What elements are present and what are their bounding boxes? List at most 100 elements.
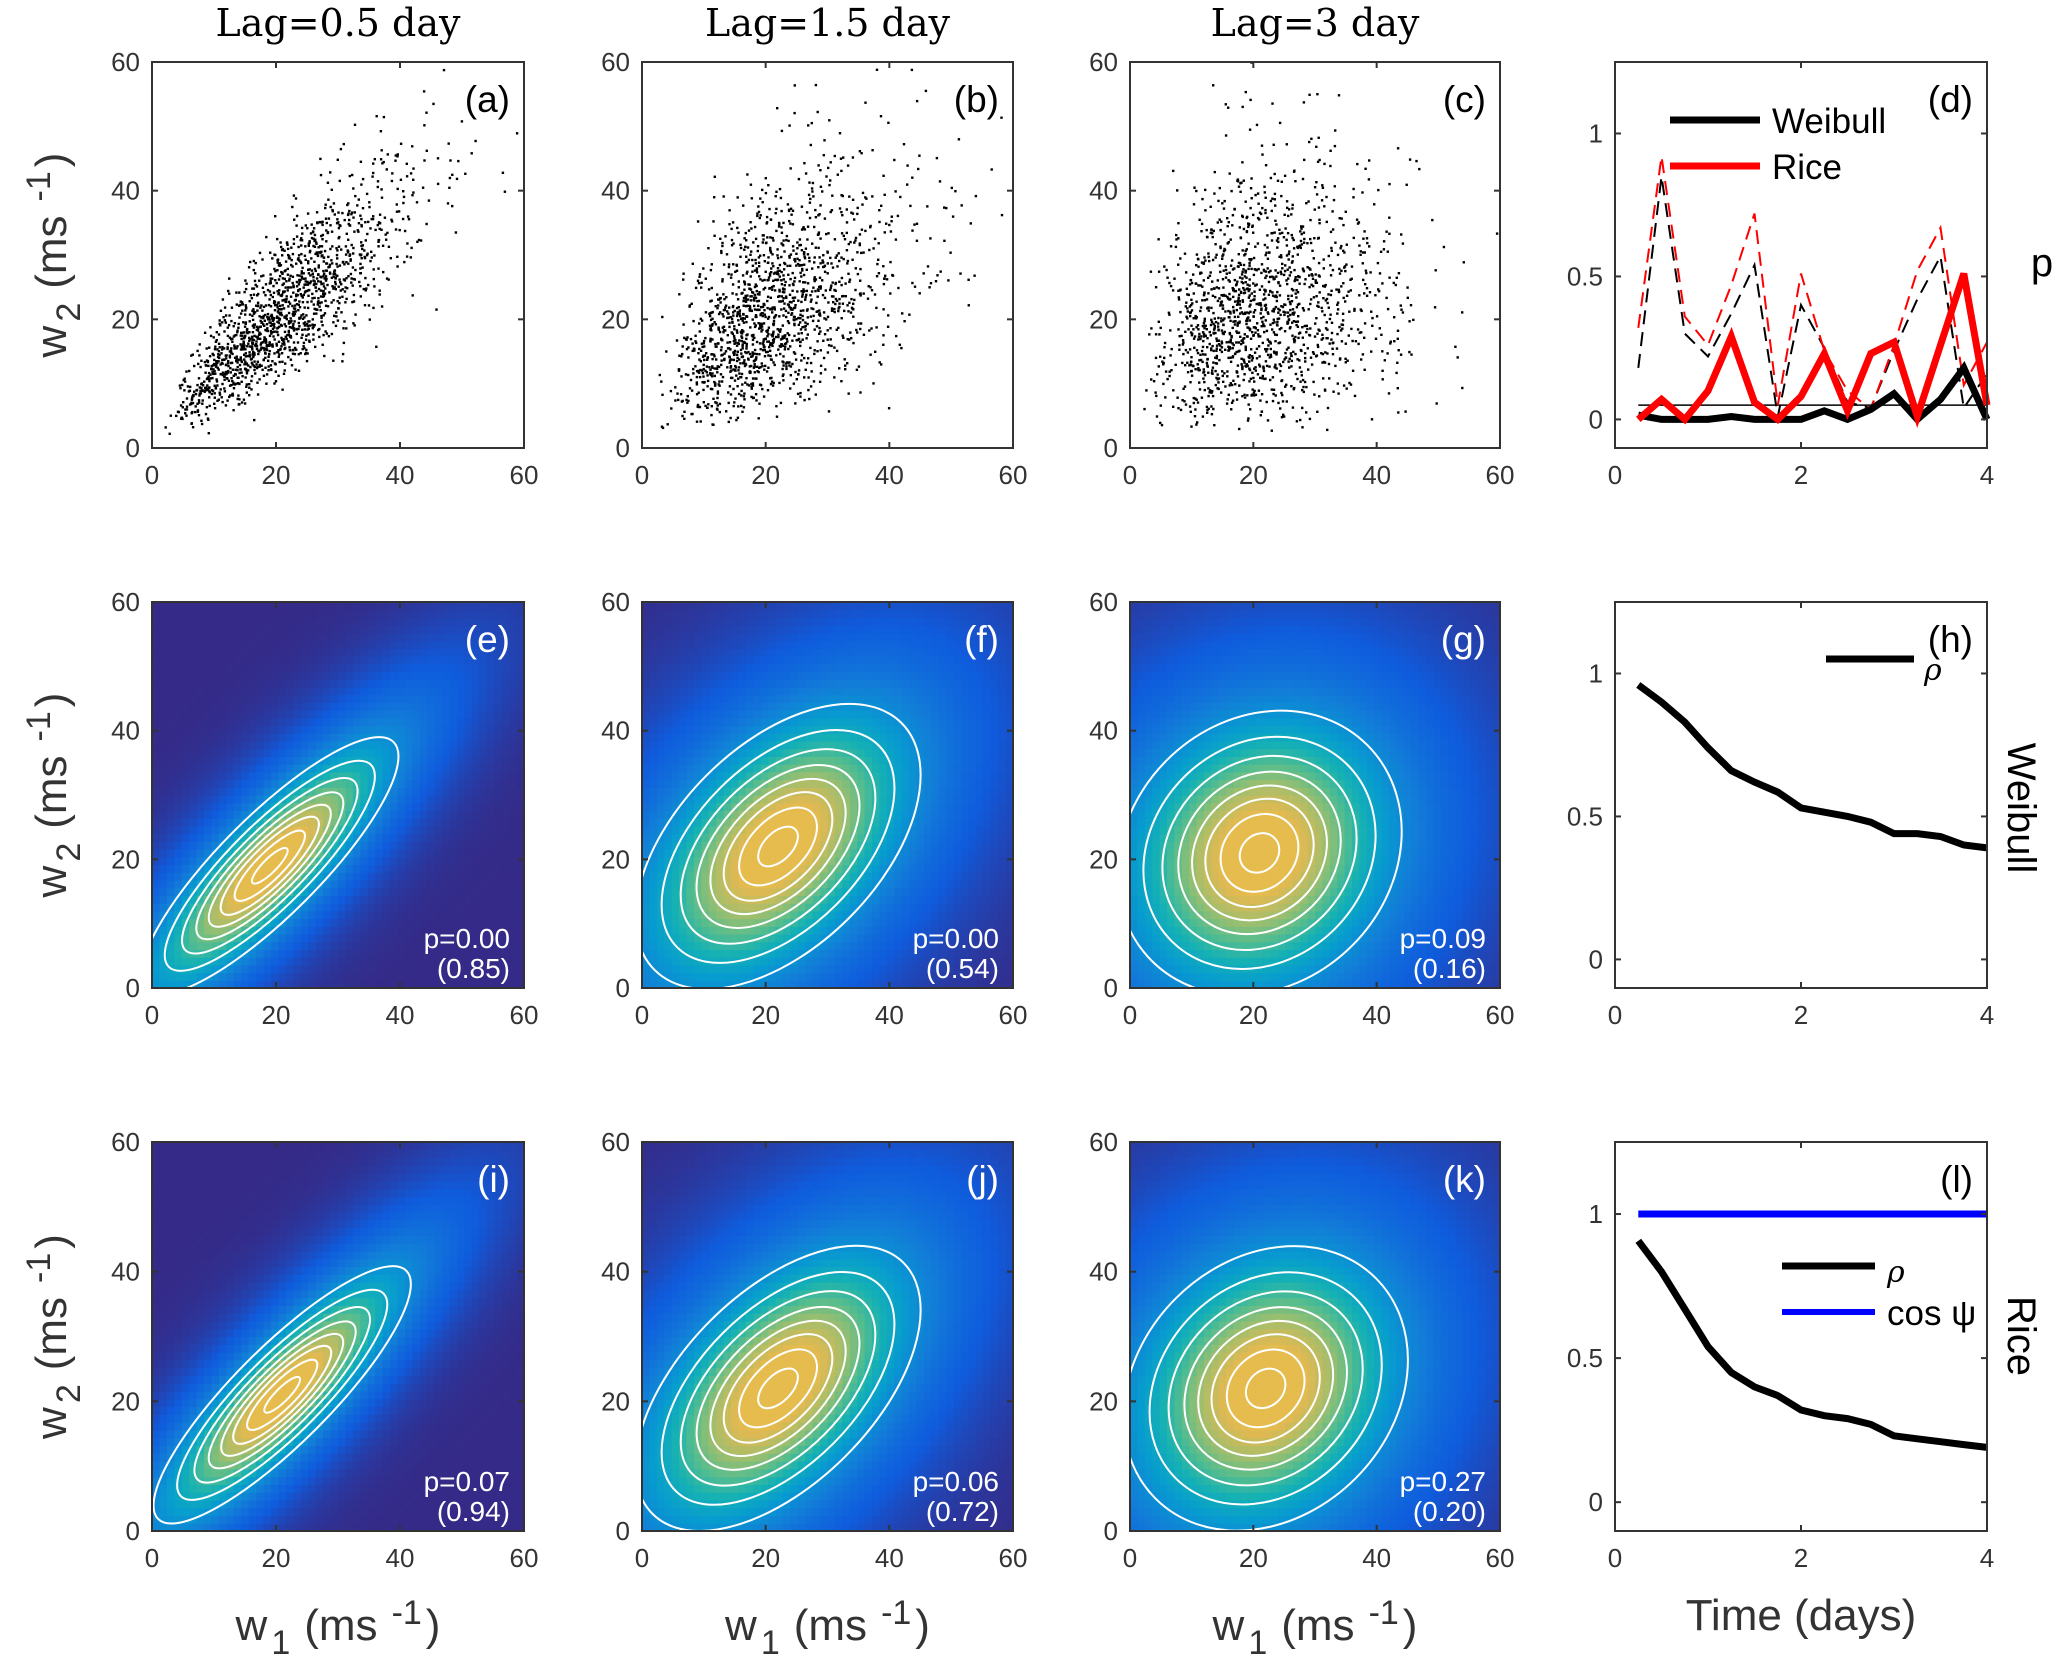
scatter-point: [272, 335, 274, 337]
scatter-point: [727, 313, 729, 315]
scatter-point: [1251, 331, 1253, 333]
scatter-point: [337, 211, 339, 213]
scatter-point: [761, 279, 763, 281]
scatter-point: [871, 149, 873, 151]
scatter-point: [958, 138, 960, 140]
scatter-point: [339, 297, 341, 299]
scatter-point: [728, 421, 730, 423]
scatter-point: [183, 389, 185, 391]
scatter-point: [1283, 314, 1285, 316]
scatter-point: [1410, 353, 1412, 355]
scatter-point: [799, 395, 801, 397]
scatter-point: [691, 389, 693, 391]
scatter-point: [224, 319, 226, 321]
scatter-point: [1166, 378, 1168, 380]
scatter-point: [213, 336, 215, 338]
scatter-point: [423, 90, 425, 92]
scatter-point: [814, 256, 816, 258]
scatter-point: [276, 344, 278, 346]
scatter-point: [1225, 265, 1227, 267]
scatter-point: [273, 300, 275, 302]
scatter-point: [177, 411, 179, 413]
scatter-point: [249, 354, 251, 356]
scatter-point: [991, 168, 993, 170]
scatter-point: [1301, 426, 1303, 428]
scatter-point: [320, 315, 322, 317]
scatter-point: [827, 301, 829, 303]
scatter-point: [188, 390, 190, 392]
scatter-point: [749, 295, 751, 297]
scatter-point: [777, 334, 779, 336]
scatter-point: [697, 352, 699, 354]
scatter-point: [192, 354, 194, 356]
scatter-point: [302, 345, 304, 347]
scatter-point: [361, 257, 363, 259]
scatter-point: [287, 274, 289, 276]
scatter-point: [1189, 405, 1191, 407]
scatter-point: [1289, 301, 1291, 303]
scatter-point: [770, 297, 772, 299]
scatter-point: [235, 369, 237, 371]
scatter-point: [740, 405, 742, 407]
scatter-point: [790, 167, 792, 169]
scatter-point: [731, 318, 733, 320]
scatter-point: [1265, 164, 1267, 166]
scatter-points: [165, 69, 519, 435]
scatter-point: [706, 385, 708, 387]
scatter-point: [369, 227, 371, 229]
scatter-point: [354, 211, 356, 213]
scatter-point: [772, 237, 774, 239]
scatter-point: [947, 279, 949, 281]
scatter-point: [1177, 264, 1179, 266]
scatter-point: [1222, 278, 1224, 280]
scatter-point: [267, 369, 269, 371]
scatter-point: [794, 304, 796, 306]
scatter-point: [1217, 279, 1219, 281]
scatter-point: [742, 319, 744, 321]
scatter-point: [225, 404, 227, 406]
scatter-point: [1324, 389, 1326, 391]
scatter-point: [324, 330, 326, 332]
scatter-point: [788, 334, 790, 336]
scatter-point: [729, 362, 731, 364]
scatter-point: [793, 259, 795, 261]
scatter-point: [406, 255, 408, 257]
scatter-point: [713, 354, 715, 356]
scatter-point: [249, 300, 251, 302]
scatter-point: [716, 293, 718, 295]
scatter-point: [295, 197, 297, 199]
scatter-point: [1297, 253, 1299, 255]
scatter-point: [1267, 354, 1269, 356]
scatter-point: [740, 349, 742, 351]
scatter-point: [1226, 273, 1228, 275]
scatter-point: [1260, 312, 1262, 314]
scatter-point: [385, 233, 387, 235]
scatter-point: [1243, 228, 1245, 230]
scatter-point: [1251, 372, 1253, 374]
scatter-point: [1286, 143, 1288, 145]
scatter-point: [258, 350, 260, 352]
scatter-point: [1286, 244, 1288, 246]
scatter-point: [1374, 294, 1376, 296]
scatter-point: [267, 313, 269, 315]
scatter-point: [1288, 266, 1290, 268]
scatter-point: [383, 116, 385, 118]
scatter-point: [221, 348, 223, 350]
scatter-point: [756, 212, 758, 214]
scatter-point: [784, 284, 786, 286]
scatter-point: [1314, 335, 1316, 337]
scatter-point: [402, 218, 404, 220]
scatter-point: [703, 381, 705, 383]
scatter-point: [728, 209, 730, 211]
scatter-point: [194, 411, 196, 413]
scatter-point: [852, 199, 854, 201]
scatter-point: [274, 309, 276, 311]
scatter-point: [936, 157, 938, 159]
scatter-point: [712, 220, 714, 222]
scatter-point: [287, 305, 289, 307]
scatter-point: [238, 316, 240, 318]
scatter-point: [265, 347, 267, 349]
scatter-point: [776, 107, 778, 109]
scatter-point: [322, 293, 324, 295]
scatter-point: [817, 214, 819, 216]
